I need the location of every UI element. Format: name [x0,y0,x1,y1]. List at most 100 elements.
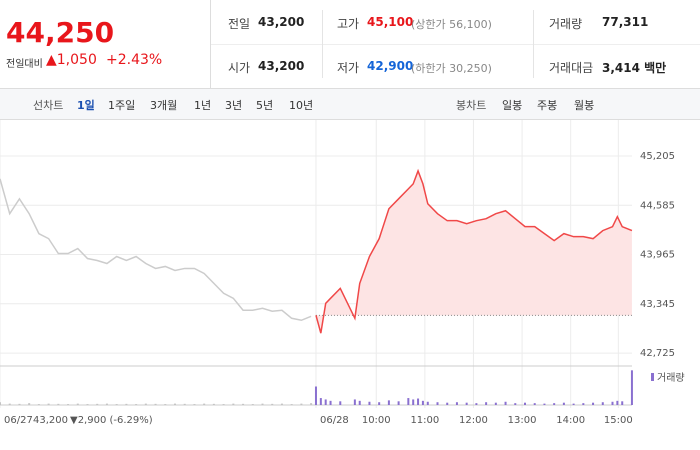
volume-bar [135,404,138,405]
volume-bar [524,402,526,405]
volume-bar [300,403,303,405]
volume-bar [86,404,89,405]
volume-bar [105,403,108,405]
period-tab[interactable]: 1주일 [108,99,136,112]
summary-value: 3,414 백만 [602,61,667,75]
volume-bar [426,401,429,405]
volume-bar [387,400,390,405]
volume-bar [47,403,50,405]
volume-bar [455,402,458,405]
price-box: 44,250 전일대비 ▲1,050 +2.43% [0,0,211,88]
x-tick-label: 12:00 [459,415,488,426]
volume-bar [310,403,313,405]
volume-bar [553,403,556,405]
summary-note: (하한가 30,250) [411,62,492,75]
volume-bar [417,398,420,405]
volume-bar [616,400,619,405]
change-rate: +2.43% [106,52,163,68]
period-tab[interactable]: 3년 [225,99,243,112]
tab-bar: 선차트 1일 1주일 3개월 1년 3년 5년 10년 봉차트 일봉 주봉 월봉 [0,88,700,120]
x-tick-label: 11:00 [410,415,439,426]
period-tab[interactable]: 1년 [194,99,212,112]
x-tick-label: 15:00 [604,415,633,426]
prev-close: 43,200 [33,415,68,426]
volume-bar [412,399,415,405]
change-label: 전일대비 [6,59,43,70]
period-tab[interactable]: 1일 [77,99,95,112]
col-divider [322,10,323,78]
volume-bar [242,403,245,405]
volume-bar [0,402,1,405]
y-tick-label: 43,965 [640,250,675,261]
period-tab[interactable]: 3개월 [150,99,178,112]
summary-value: 43,200 [258,59,305,73]
volume-bar [543,403,546,405]
candle-tab[interactable]: 월봉 [574,99,595,112]
tab-group-label: 봉차트 [456,99,487,112]
volume-bar [601,402,604,405]
candle-tab[interactable]: 주봉 [537,99,558,112]
volume-bar [125,403,128,405]
summary-value: 45,100 [367,15,414,29]
volume-bar [28,403,31,405]
price-line [0,178,312,322]
price-area [315,170,632,334]
y-tick-label: 44,585 [640,200,675,211]
volume-bar [378,402,381,405]
volume-bar [57,403,60,405]
legend-label: 거래량 [657,372,685,384]
prev-change: ▼2,900 (-6.29%) [70,415,153,426]
price-line [315,168,633,334]
volume-bar [494,402,497,405]
volume-bar [212,403,215,405]
x-tick-label: 13:00 [508,415,537,426]
volume-bar [319,398,322,405]
volume-bar [465,402,468,405]
volume-bar [67,404,70,405]
volume-bar [183,403,186,405]
volume-bar [144,403,147,405]
volume-bar [329,400,332,405]
summary-label: 고가 [337,17,360,31]
change: ▲1,050 [46,52,97,68]
volume-bar [514,403,517,405]
y-tick-label: 45,205 [640,151,675,162]
volume-bar [154,403,157,405]
volume-bar [261,403,264,405]
volume-bar [485,402,488,405]
volume-bar [76,403,79,405]
volume-bar [446,402,449,405]
volume-bar [232,403,235,405]
summary-label: 전일 [228,17,251,31]
volume-bar [358,400,361,405]
volume-bar [436,402,439,405]
col-divider [533,10,534,78]
volume-bar [96,403,99,405]
volume-bar [592,402,595,405]
candle-tab[interactable]: 일봉 [502,99,523,112]
summary-label: 거래대금 [549,61,594,75]
chart: 42,725 43,345 43,965 44,585 45,205 06/27 06/28… [0,120,685,426]
x-tick-label: 10:00 [362,415,391,426]
volume-bar [397,401,400,405]
period-tab[interactable]: 5년 [256,99,274,112]
volume-bar [222,404,225,405]
summary-note: (상한가 56,100) [411,18,492,31]
x-tick-label: 14:00 [556,415,585,426]
y-tick-label: 42,725 [640,348,675,359]
volume-bar [8,403,11,405]
volume-bar [504,401,507,405]
y-tick-label: 43,345 [640,299,675,310]
summary-value: 43,200 [258,15,305,29]
volume-bar [621,401,624,405]
volume-bar [562,402,565,405]
volume-bar [290,404,293,405]
volume-bar [339,401,342,405]
row-divider [211,44,700,45]
volume-bar [475,403,478,405]
summary-label: 저가 [337,61,360,75]
period-tab[interactable]: 10년 [289,99,314,112]
x-tick-label: 06/27 [4,415,33,426]
current-price: 44,250 [6,16,115,49]
